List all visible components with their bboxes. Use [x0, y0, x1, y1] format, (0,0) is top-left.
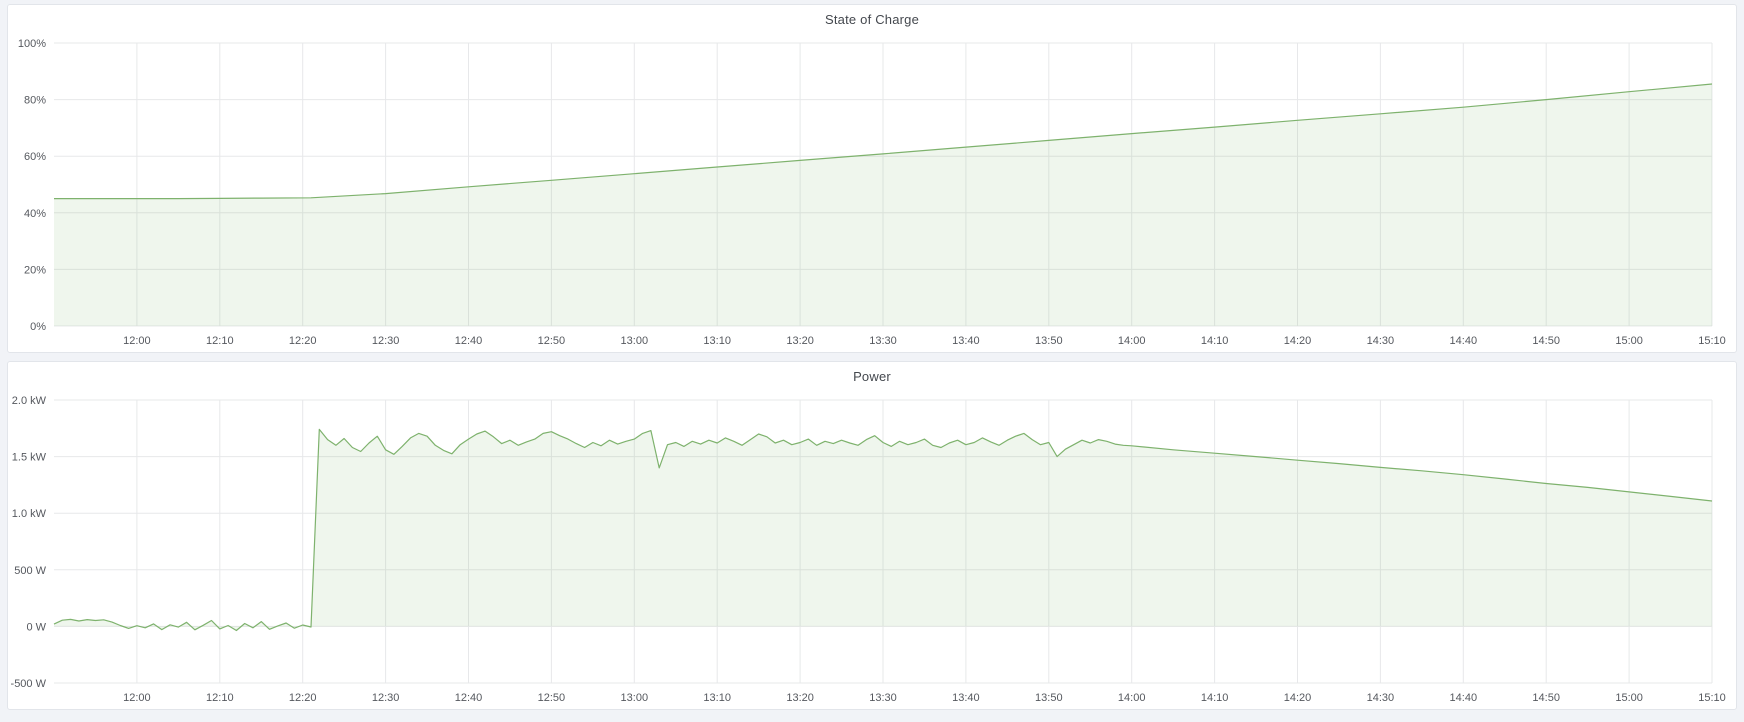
svg-text:13:40: 13:40 [952, 692, 980, 704]
svg-text:80%: 80% [24, 95, 46, 107]
svg-text:13:30: 13:30 [869, 692, 897, 704]
svg-text:1.0 kW: 1.0 kW [12, 508, 47, 520]
power-chart[interactable]: -500 W 0 W 500 W 1.0 kW 1.5 kW 2.0 kW 12:00 12:… [8, 390, 1736, 710]
svg-text:12:20: 12:20 [289, 335, 317, 347]
svg-text:13:10: 13:10 [703, 692, 731, 704]
svg-text:0%: 0% [30, 321, 46, 333]
svg-text:13:50: 13:50 [1035, 692, 1063, 704]
svg-text:12:30: 12:30 [372, 335, 400, 347]
svg-text:14:40: 14:40 [1450, 692, 1478, 704]
svg-text:13:40: 13:40 [952, 335, 980, 347]
svg-text:13:20: 13:20 [786, 692, 814, 704]
panel-header-state-of-charge[interactable]: State of Charge [8, 5, 1736, 33]
svg-text:500 W: 500 W [14, 565, 46, 577]
svg-text:0 W: 0 W [26, 621, 46, 633]
panel-power: Power -500 W 0 W 500 W 1.0 kW 1.5 kW 2.0 kW 12… [7, 361, 1737, 710]
svg-text:12:50: 12:50 [538, 335, 566, 347]
svg-text:12:10: 12:10 [206, 692, 234, 704]
svg-text:15:10: 15:10 [1698, 692, 1726, 704]
svg-text:12:30: 12:30 [372, 692, 400, 704]
svg-text:12:50: 12:50 [538, 692, 566, 704]
panel-body-state-of-charge: 0% 20% 40% 60% 80% 100% 12:00 12:10 12:20 12:30 12… [8, 33, 1736, 353]
svg-text:12:10: 12:10 [206, 335, 234, 347]
svg-text:15:00: 15:00 [1615, 335, 1643, 347]
svg-text:14:10: 14:10 [1201, 692, 1229, 704]
svg-text:20%: 20% [24, 264, 46, 276]
state-of-charge-chart[interactable]: 0% 20% 40% 60% 80% 100% 12:00 12:10 12:20 12:30 12… [8, 33, 1736, 353]
svg-text:14:30: 14:30 [1367, 692, 1395, 704]
svg-text:13:00: 13:00 [621, 692, 649, 704]
svg-text:1.5 kW: 1.5 kW [12, 452, 47, 464]
svg-text:14:00: 14:00 [1118, 692, 1146, 704]
svg-text:60%: 60% [24, 151, 46, 163]
svg-text:100%: 100% [18, 38, 46, 50]
svg-text:14:40: 14:40 [1450, 335, 1478, 347]
svg-text:14:20: 14:20 [1284, 692, 1312, 704]
svg-text:14:20: 14:20 [1284, 335, 1312, 347]
svg-text:15:00: 15:00 [1615, 692, 1643, 704]
svg-text:2.0 kW: 2.0 kW [12, 395, 47, 407]
svg-text:14:50: 14:50 [1532, 335, 1560, 347]
svg-text:13:50: 13:50 [1035, 335, 1063, 347]
panel-header-power[interactable]: Power [8, 362, 1736, 390]
panel-title-state-of-charge[interactable]: State of Charge [824, 11, 920, 27]
svg-text:13:30: 13:30 [869, 335, 897, 347]
svg-text:15:10: 15:10 [1698, 335, 1726, 347]
svg-text:40%: 40% [24, 208, 46, 220]
svg-text:12:40: 12:40 [455, 335, 483, 347]
svg-text:12:00: 12:00 [123, 335, 151, 347]
svg-text:12:20: 12:20 [289, 692, 317, 704]
svg-text:14:50: 14:50 [1532, 692, 1560, 704]
panel-title-power[interactable]: Power [853, 368, 891, 384]
svg-text:14:00: 14:00 [1118, 335, 1146, 347]
svg-text:13:00: 13:00 [621, 335, 649, 347]
panel-state-of-charge: State of Charge 0% 20% 40% 60% 80% 100% 12:00 1… [7, 4, 1737, 353]
panel-body-power: -500 W 0 W 500 W 1.0 kW 1.5 kW 2.0 kW 12:00 12:… [8, 390, 1736, 710]
svg-text:13:20: 13:20 [786, 335, 814, 347]
svg-text:12:00: 12:00 [123, 692, 151, 704]
svg-text:14:30: 14:30 [1367, 335, 1395, 347]
svg-text:13:10: 13:10 [703, 335, 731, 347]
svg-text:12:40: 12:40 [455, 692, 483, 704]
svg-text:14:10: 14:10 [1201, 335, 1229, 347]
svg-text:-500 W: -500 W [11, 678, 47, 690]
